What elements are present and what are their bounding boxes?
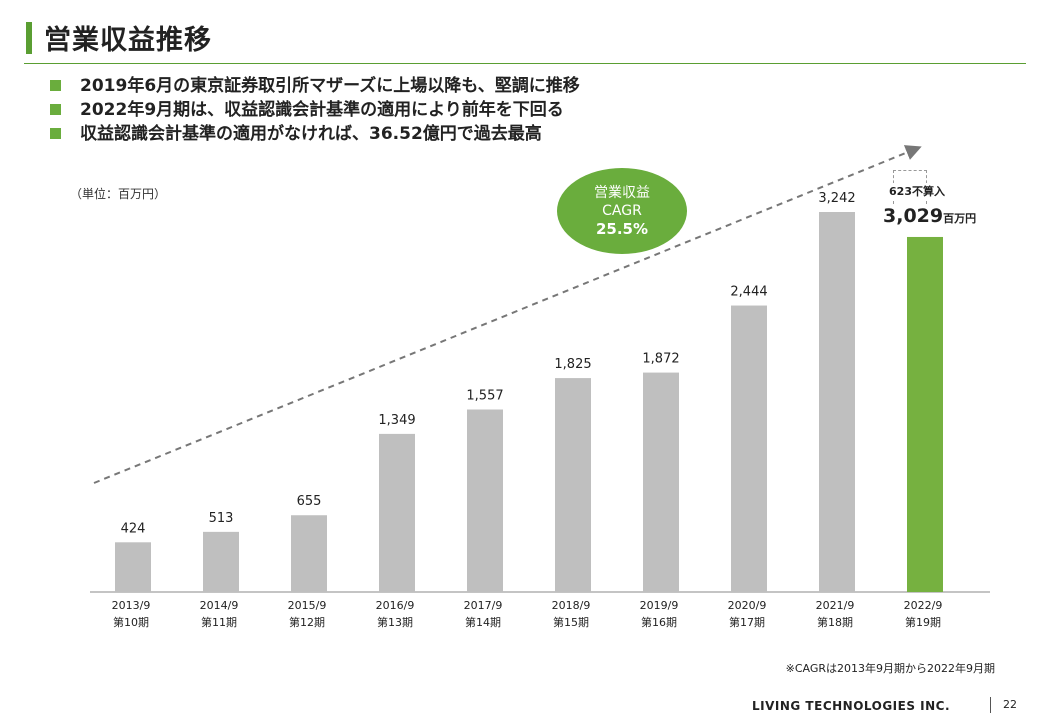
- bar: [115, 542, 151, 592]
- page-title: 営業収益推移: [44, 25, 212, 56]
- bar: [907, 236, 943, 592]
- x-tick-label: 第18期: [817, 615, 853, 629]
- x-tick-label: 2019/9: [640, 599, 679, 612]
- data-label: 1,872: [642, 352, 679, 367]
- bar: [643, 372, 679, 592]
- x-tick-label: 2016/9: [376, 599, 415, 612]
- bar: [203, 531, 239, 592]
- bar: [291, 515, 327, 592]
- x-tick-label: 2021/9: [816, 599, 855, 612]
- x-tick-label: 第13期: [377, 615, 413, 629]
- x-tick-label: 2022/9: [904, 599, 943, 612]
- company-logo: LIVING TECHNOLOGIES INC.: [752, 699, 951, 713]
- bullet-text: 2022年9月期は、収益認識会計基準の適用により前年を下回る: [80, 100, 564, 120]
- bullet-square-icon: [50, 104, 61, 115]
- highlight-value: 3,029百万円: [883, 205, 976, 227]
- x-tick-label: 第14期: [465, 615, 501, 629]
- x-tick-label: 2015/9: [288, 599, 327, 612]
- data-label: 2,444: [730, 285, 767, 300]
- x-tick-label: 2017/9: [464, 599, 503, 612]
- bar: [731, 305, 767, 592]
- bar: [467, 409, 503, 592]
- data-label: 424: [121, 521, 146, 536]
- footer-divider: [990, 697, 991, 713]
- trend-arrow: [93, 145, 922, 484]
- x-tick-label: 2014/9: [200, 599, 239, 612]
- bullet-list: 2019年6月の東京証券取引所マザーズに上場以降も、堅調に推移 2022年9月期…: [50, 74, 580, 146]
- data-label: 655: [297, 494, 322, 509]
- bar: [819, 212, 855, 592]
- data-label: 1,557: [466, 389, 503, 404]
- bar: [379, 433, 415, 592]
- x-tick-label: 第16期: [641, 615, 677, 629]
- data-label: 1,349: [378, 413, 415, 428]
- data-label: 1,825: [554, 357, 591, 372]
- x-tick-label: 第11期: [201, 615, 237, 629]
- unit-label: （単位：百万円）: [70, 187, 167, 201]
- bullet-text: 収益認識会計基準の適用がなければ、36.52億円で過去最高: [80, 124, 542, 144]
- bullet-square-icon: [50, 80, 61, 91]
- data-label: 3,242: [818, 191, 855, 206]
- x-tick-label: 第10期: [113, 615, 149, 629]
- data-label: 513: [209, 511, 234, 526]
- bullet-item: 2019年6月の東京証券取引所マザーズに上場以降も、堅調に推移: [50, 74, 580, 98]
- page-number: 22: [1003, 698, 1017, 711]
- x-tick-label: 第12期: [289, 615, 325, 629]
- bar: [555, 378, 591, 592]
- x-tick-label: 2013/9: [112, 599, 151, 612]
- x-tick-label: 第15期: [553, 615, 589, 629]
- exclusion-label: 623不算入: [872, 183, 962, 199]
- cagr-badge: 営業収益 CAGR 25.5%: [557, 168, 687, 254]
- cagr-value: 25.5%: [595, 220, 649, 238]
- title-accent-bar: [26, 22, 32, 54]
- x-tick-label: 第19期: [905, 615, 941, 629]
- x-tick-label: 2020/9: [728, 599, 767, 612]
- bullet-square-icon: [50, 128, 61, 139]
- footnote: ※CAGRは2013年9月期から2022年9月期: [785, 662, 995, 675]
- highlight-number: 3,029: [883, 205, 944, 227]
- x-tick-label: 2018/9: [552, 599, 591, 612]
- title-divider: [24, 63, 1026, 64]
- bullet-item: 収益認識会計基準の適用がなければ、36.52億円で過去最高: [50, 122, 580, 146]
- bullet-item: 2022年9月期は、収益認識会計基準の適用により前年を下回る: [50, 98, 580, 122]
- bullet-text: 2019年6月の東京証券取引所マザーズに上場以降も、堅調に推移: [80, 76, 580, 96]
- x-tick-label: 第17期: [729, 615, 765, 629]
- cagr-label: 営業収益: [594, 185, 650, 201]
- highlight-unit: 百万円: [943, 212, 977, 225]
- cagr-sublabel: CAGR: [602, 203, 642, 219]
